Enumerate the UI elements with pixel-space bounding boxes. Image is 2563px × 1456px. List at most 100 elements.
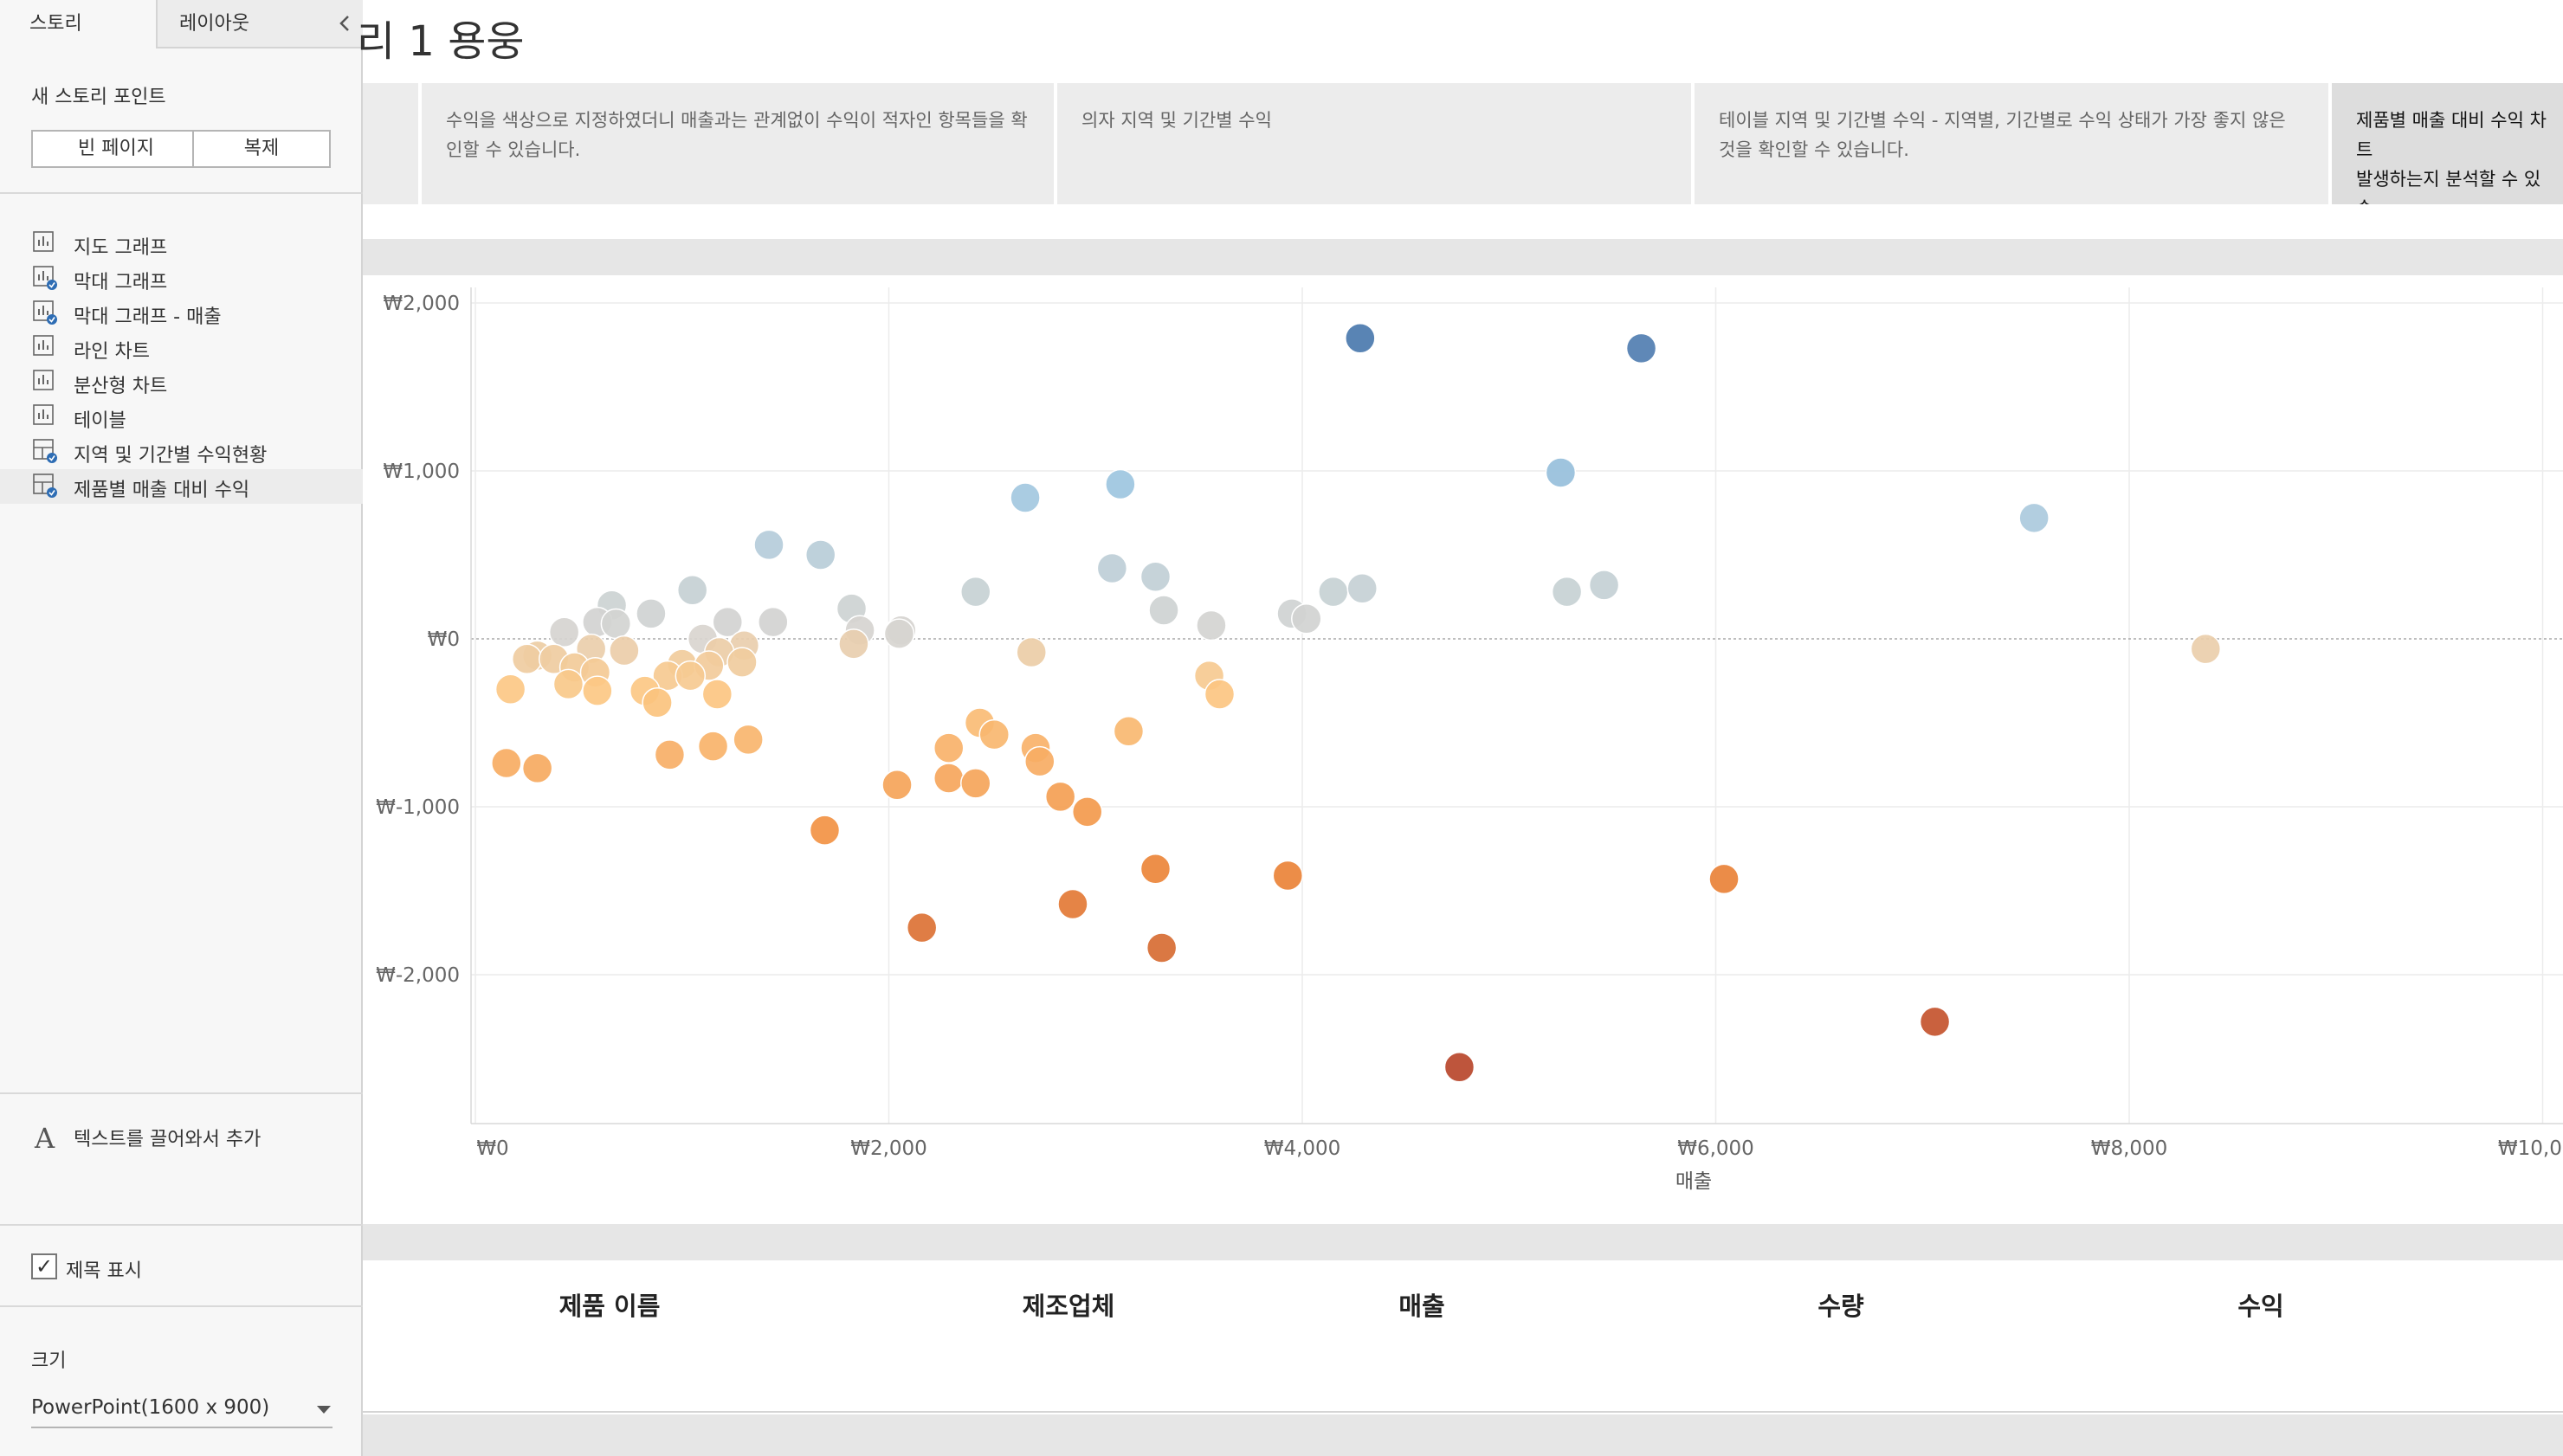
scatter-point: [759, 608, 788, 637]
worksheet-icon: [33, 335, 59, 361]
column-header[interactable]: 매출: [1370, 1286, 1474, 1323]
scatter-point: [1017, 638, 1046, 667]
sheet-label: 분산형 차트: [74, 370, 167, 398]
tab-layout[interactable]: 레이아웃: [158, 0, 363, 48]
column-header[interactable]: 수익: [2209, 1286, 2313, 1323]
panel-tabs: 스토리 레이아웃: [0, 0, 363, 48]
scatter-point: [1319, 577, 1348, 607]
story-point-caption[interactable]: [363, 83, 418, 204]
scatter-point: [1346, 324, 1375, 353]
scatter-point: [1590, 570, 1619, 600]
y-tick-label: ₩-1,000: [376, 796, 460, 819]
scatter-point: [1347, 574, 1377, 603]
story-point-caption[interactable]: 수익을 색상으로 지정하였더니 매출과는 관계없이 수익이 적자인 항목들을 확…: [422, 83, 1054, 204]
scatter-point: [961, 769, 991, 798]
y-tick-label: ₩1,000: [383, 461, 460, 483]
y-tick-label: ₩-2,000: [376, 964, 460, 987]
scatter-point: [934, 763, 964, 793]
sheet-label: 막대 그래프: [74, 267, 167, 294]
scatter-point: [1114, 717, 1143, 746]
dashboard-icon: [33, 439, 59, 465]
scatter-point: [523, 753, 552, 783]
scatter-point: [610, 636, 639, 666]
new-story-point-heading: 새 스토리 포인트: [31, 81, 166, 109]
column-header[interactable]: 제조업체: [1017, 1286, 1120, 1323]
scatter-point: [727, 647, 757, 677]
column-header[interactable]: 제품 이름: [558, 1286, 662, 1323]
sheet-item[interactable]: 지도 그래프: [0, 227, 363, 261]
sheet-label: 제품별 매출 대비 수익: [74, 474, 249, 502]
scatter-chart: ₩2,000 ₩1,000 ₩0 ₩-1,000 ₩-2,000 ₩0 ₩2,000 ₩4,0…: [363, 275, 2563, 1224]
tab-story[interactable]: 스토리: [0, 0, 158, 48]
sheet-item[interactable]: 테이블: [0, 400, 363, 435]
sheet-label: 지역 및 기간별 수익현황: [74, 440, 267, 467]
scatter-point: [1140, 562, 1170, 591]
scatter-point: [979, 720, 1009, 750]
sheet-item[interactable]: 제품별 매출 대비 수익: [0, 469, 363, 504]
story-title: 리 1 용웅: [357, 7, 525, 68]
worksheet-icon: [33, 404, 59, 430]
scatter-point: [884, 619, 914, 648]
text-object-icon[interactable]: A: [35, 1122, 55, 1155]
scatter-point: [1140, 854, 1170, 884]
scatter-point: [1709, 864, 1739, 893]
scatter-point: [934, 733, 964, 763]
scatter-point: [882, 770, 912, 800]
x-tick-label: ₩6,000: [1677, 1137, 1754, 1160]
scatter-point: [1546, 458, 1575, 487]
sheet-label: 테이블: [74, 405, 126, 433]
scatter-point: [496, 674, 526, 704]
duplicate-button[interactable]: 복제: [192, 130, 331, 168]
story-point-caption[interactable]: 의자 지역 및 기간별 수익: [1057, 83, 1691, 204]
scatter-point: [733, 725, 763, 754]
size-dropdown[interactable]: PowerPoint(1600 x 900): [31, 1392, 332, 1428]
worksheet-icon: [33, 266, 59, 292]
scatter-point: [1147, 933, 1177, 963]
scatter-point: [1627, 333, 1656, 363]
sheet-item[interactable]: 분산형 차트: [0, 365, 363, 400]
scatter-point: [1073, 797, 1102, 827]
scatter-point: [1921, 1007, 1950, 1036]
scatter-point: [492, 749, 521, 778]
scatter-point: [553, 669, 583, 699]
scatter-point: [2019, 503, 2049, 532]
worksheet-icon: [33, 231, 59, 257]
blank-page-button[interactable]: 빈 페이지: [31, 130, 201, 168]
scatter-point: [1106, 470, 1135, 499]
sheet-item[interactable]: 지역 및 기간별 수익현황: [0, 435, 363, 469]
scatter-point: [702, 680, 732, 709]
scatter-point: [636, 599, 666, 628]
column-header[interactable]: 수량: [1789, 1286, 1893, 1323]
dashboard-icon: [33, 474, 59, 499]
sheet-label: 지도 그래프: [74, 232, 167, 260]
divider: [0, 1305, 363, 1307]
story-point-caption[interactable]: 테이블 지역 및 기간별 수익 - 지역별, 기간별로 수익 상태가 가장 좋지…: [1695, 83, 2328, 204]
separator-band: [363, 1414, 2563, 1456]
sheet-item[interactable]: 막대 그래프: [0, 261, 363, 296]
sheet-item[interactable]: 라인 차트: [0, 331, 363, 365]
x-tick-label: ₩10,000: [2498, 1137, 2563, 1160]
size-heading: 크기: [31, 1345, 66, 1373]
scatter-point: [810, 815, 839, 845]
collapse-panel-icon[interactable]: [334, 11, 355, 35]
show-title-label: 제목 표시: [66, 1255, 142, 1283]
x-tick-label: ₩2,000: [850, 1137, 927, 1160]
story-point-caption[interactable]: 제품별 매출 대비 수익 차트 발생하는지 분석할 수 있습: [2332, 83, 2563, 204]
scatter-point: [1273, 861, 1302, 891]
worksheet-icon: [33, 300, 59, 326]
scatter-point: [583, 676, 612, 705]
drag-text-label[interactable]: 텍스트를 끌어와서 추가: [74, 1124, 261, 1151]
y-tick-label: ₩0: [428, 628, 460, 651]
sheet-item[interactable]: 막대 그래프 - 매출: [0, 296, 363, 331]
scatter-point: [642, 688, 672, 718]
show-title-checkbox[interactable]: ✓: [31, 1253, 57, 1279]
x-tick-label: ₩4,000: [1264, 1137, 1341, 1160]
scatter-point: [1444, 1053, 1474, 1082]
chevron-down-icon: [317, 1406, 331, 1414]
scatter-point: [513, 644, 542, 673]
size-value: PowerPoint(1600 x 900): [31, 1396, 269, 1419]
y-tick-label: ₩2,000: [383, 293, 460, 315]
scatter-point: [1010, 483, 1040, 512]
